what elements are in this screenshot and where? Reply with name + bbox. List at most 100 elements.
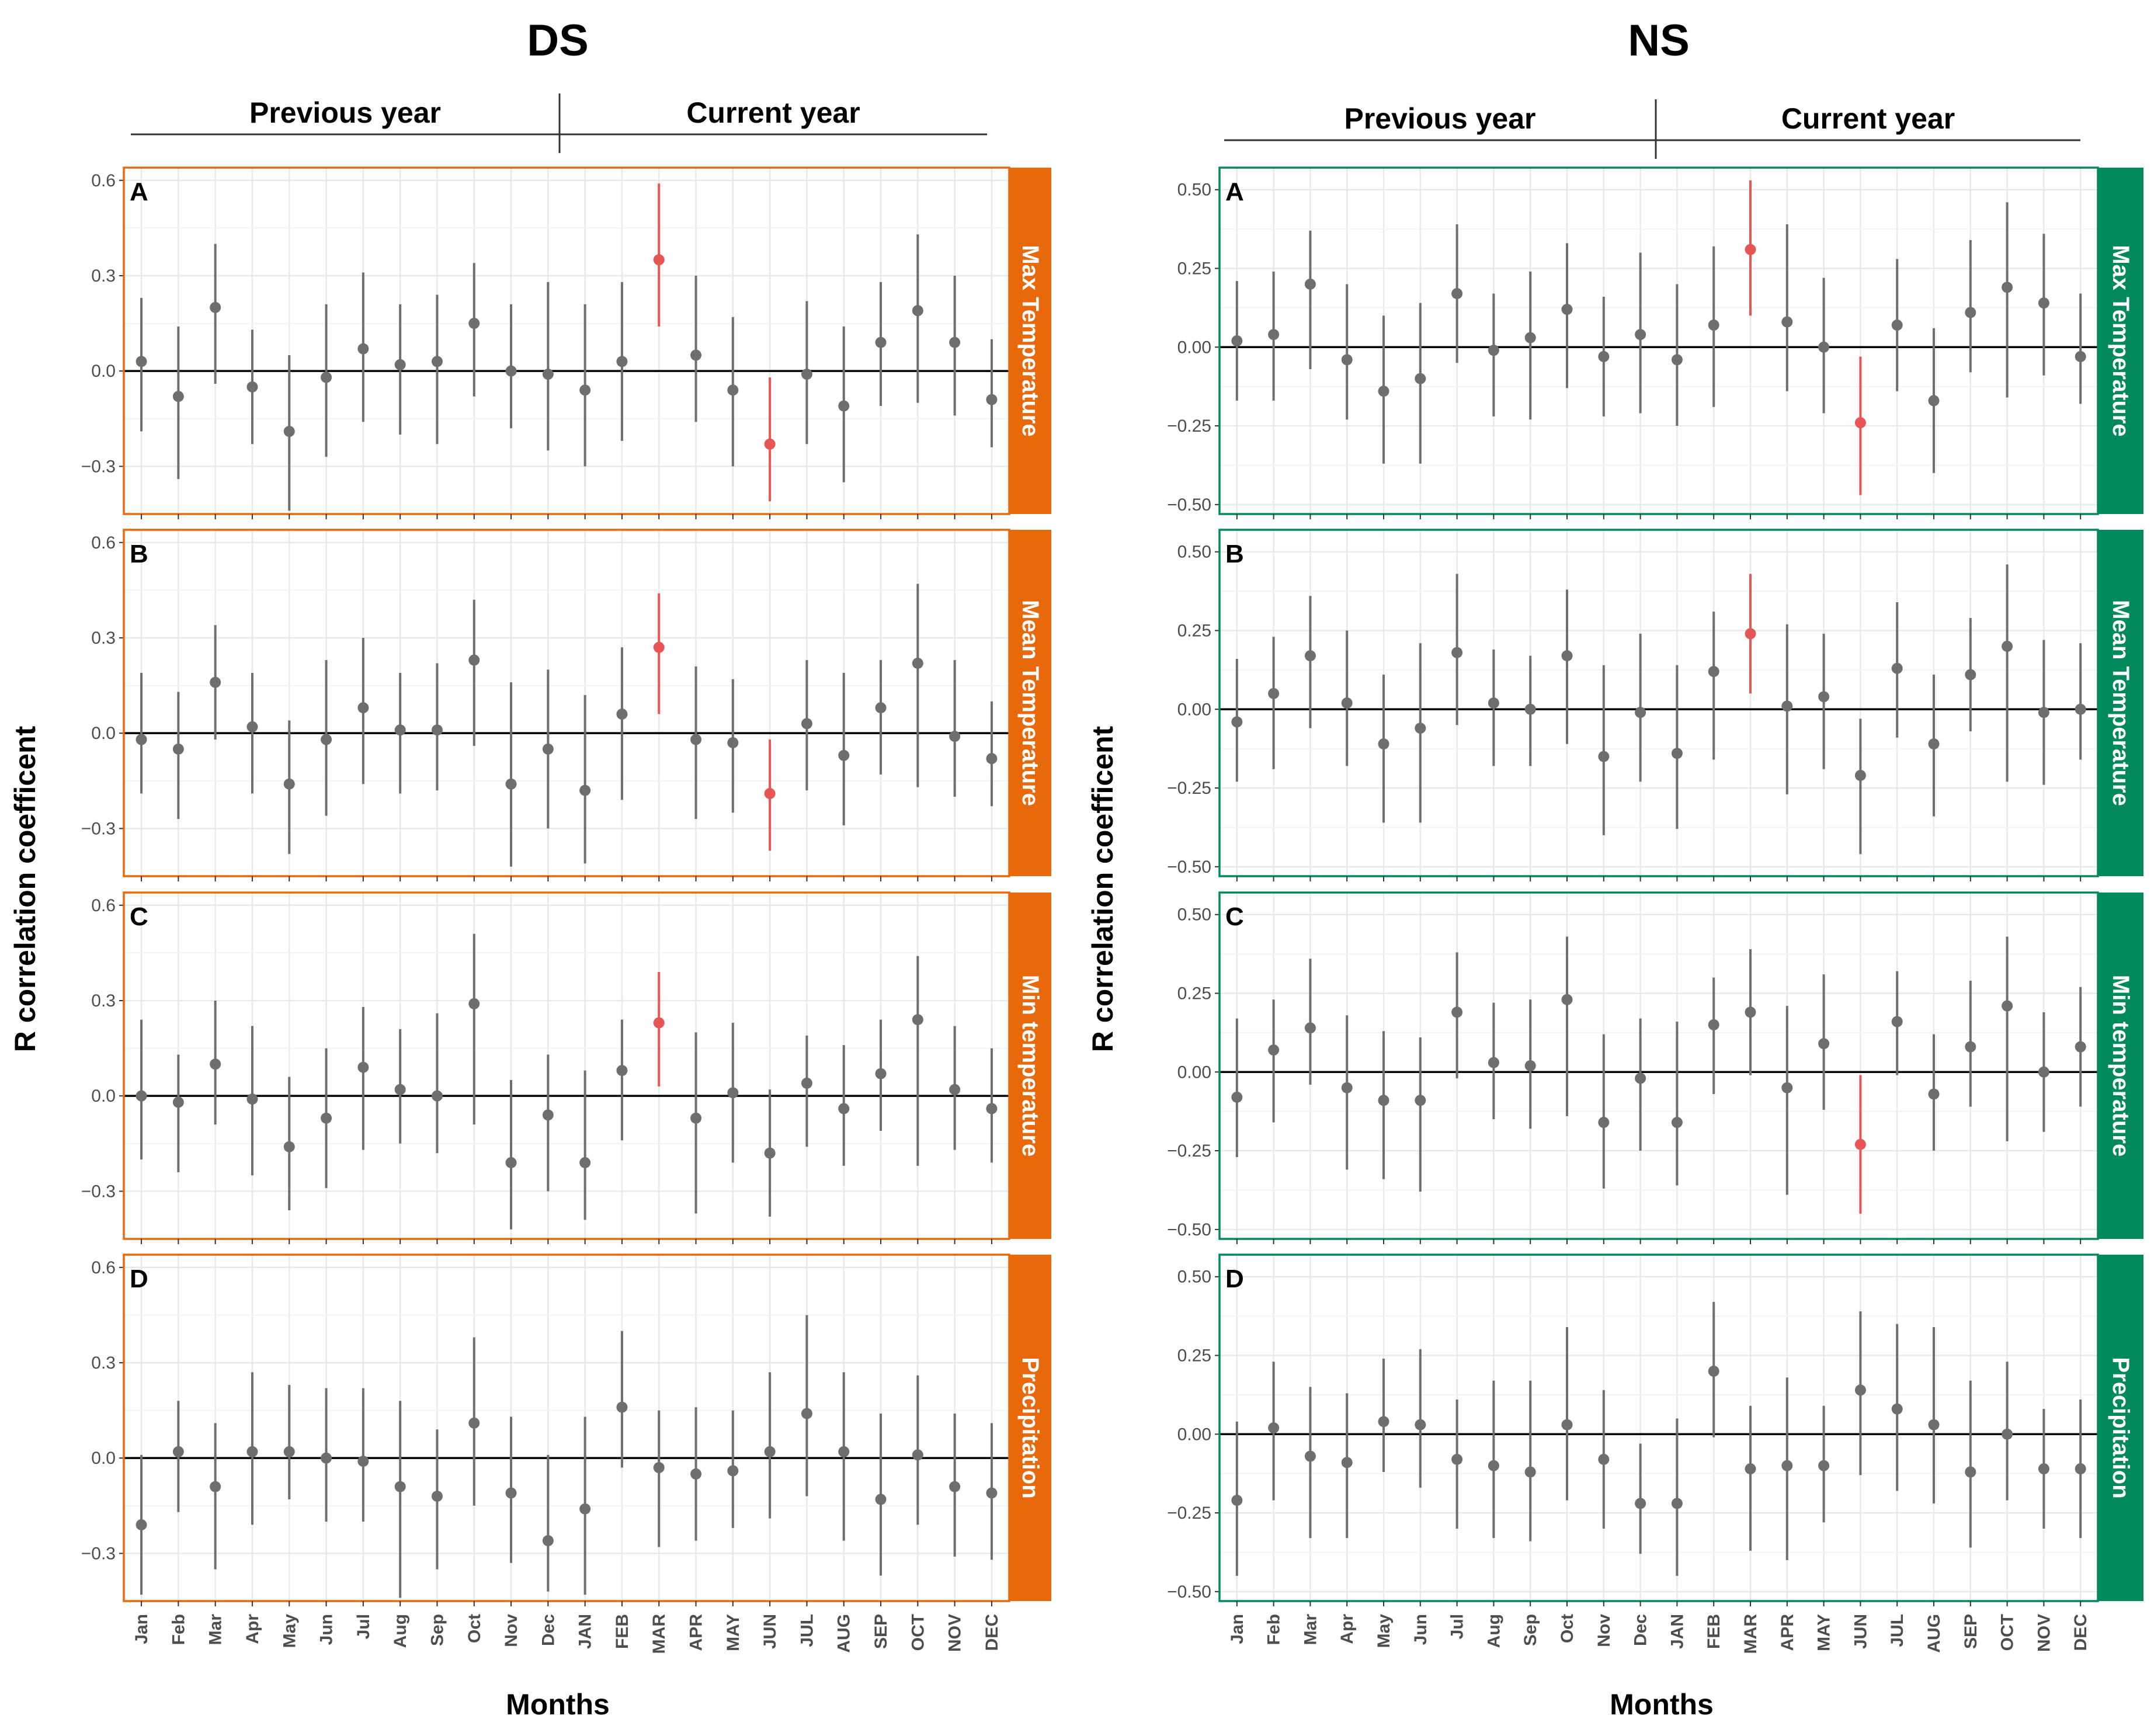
data-point [1781,700,1793,712]
data-point [505,365,517,377]
x-tick-label: Oct [1558,1614,1577,1643]
data-point [653,254,665,266]
x-tick-label: DEC [2071,1614,2090,1651]
ds-panel-d: 0.6 0.3 0.0 −0.3 Precipitation D [81,1254,1051,1606]
data-point [321,734,332,745]
data-point [1854,1138,1866,1150]
data-point [2002,1428,2013,1440]
data-point [764,1147,776,1159]
data-point [838,1103,850,1114]
data-point [1854,417,1866,429]
data-point [1965,1041,1976,1053]
data-point [986,753,998,765]
data-point [394,724,406,736]
x-tick-label: FEB [1704,1614,1724,1649]
data-point [653,1017,665,1029]
data-point [394,359,406,370]
data-point [542,1109,554,1121]
x-tick-label: MAY [1815,1614,1834,1651]
x-tick-label: Jun [1411,1614,1430,1645]
x-tick-label: May [1374,1614,1394,1648]
data-point [431,724,443,736]
data-point [210,1481,221,1492]
facet-strip-label: Max Temperature [2108,245,2134,436]
y-tick-label: 0.3 [91,266,116,286]
data-point [1854,769,1866,781]
data-point [1451,288,1463,300]
ns-title: NS [1628,16,1690,65]
y-tick-label: 0.6 [91,533,116,553]
data-point [764,438,776,450]
data-point [1231,1494,1243,1506]
data-point [727,1465,739,1477]
data-point [1745,244,1756,255]
x-tick-label: AUG [835,1614,854,1653]
ns-previous-year-label: Previous year [1344,102,1536,135]
data-point [727,1087,739,1099]
data-point [912,657,923,669]
x-tick-label: AUG [1924,1614,1944,1653]
data-point [1891,1016,1903,1027]
data-point [2075,1463,2086,1475]
data-point [431,1490,443,1502]
data-point [1928,1088,1940,1100]
data-point [2075,703,2086,715]
data-point [1524,1466,1536,1478]
data-point [986,1487,998,1499]
data-point [1635,1498,1646,1509]
x-tick-label: JUN [760,1614,780,1649]
data-point [579,384,591,396]
data-point [1304,1022,1316,1034]
data-point [579,1503,591,1515]
data-point [875,1494,887,1505]
panel-letter: D [1225,1265,1244,1293]
data-point [321,1112,332,1124]
data-point [912,1014,923,1026]
data-point [616,1065,628,1077]
y-tick-label: 0.6 [91,896,116,915]
data-point [1781,1082,1793,1093]
x-tick-label: Jul [354,1614,373,1639]
data-point [1561,650,1573,662]
y-tick-label: 0.25 [1177,1346,1211,1366]
y-tick-label: 0.0 [91,724,116,743]
data-point [2075,350,2086,362]
y-tick-label: −0.3 [81,819,116,838]
x-tick-label: Mar [206,1614,225,1645]
y-tick-label: −0.3 [81,1544,116,1563]
data-point [949,731,961,742]
data-point [949,1481,961,1492]
data-point [616,356,628,367]
x-tick-label: Feb [169,1614,188,1645]
data-point [505,1487,517,1499]
x-tick-label: FEB [613,1614,632,1649]
data-point [357,343,369,355]
data-point [542,369,554,380]
data-point [986,394,998,405]
ds-y-axis-title: R correlation coefficent [9,725,41,1052]
data-point [468,998,480,1009]
panel-letter: B [130,540,148,568]
data-point [1451,647,1463,658]
data-point [283,1446,295,1457]
panel-border [1218,891,2099,1240]
y-tick-label: −0.50 [1167,857,1211,877]
x-tick-label: Aug [391,1614,410,1648]
data-point [1341,1082,1353,1093]
ns-x-axis-title: Months [1610,1688,1714,1721]
data-point [1745,1463,1756,1475]
y-tick-label: 0.50 [1177,543,1211,562]
x-tick-label: SEP [871,1614,891,1649]
data-point [838,1446,850,1457]
data-point [690,349,702,361]
y-tick-label: −0.25 [1167,1141,1211,1161]
data-point [136,734,147,745]
data-point [2075,1041,2086,1053]
data-point [1378,1416,1389,1428]
data-point [1524,703,1536,715]
x-tick-label: OCT [1998,1614,2017,1651]
x-tick-label: JAN [576,1614,595,1649]
data-point [690,1112,702,1124]
facet-strip [2098,1255,2143,1601]
data-point [246,721,258,732]
